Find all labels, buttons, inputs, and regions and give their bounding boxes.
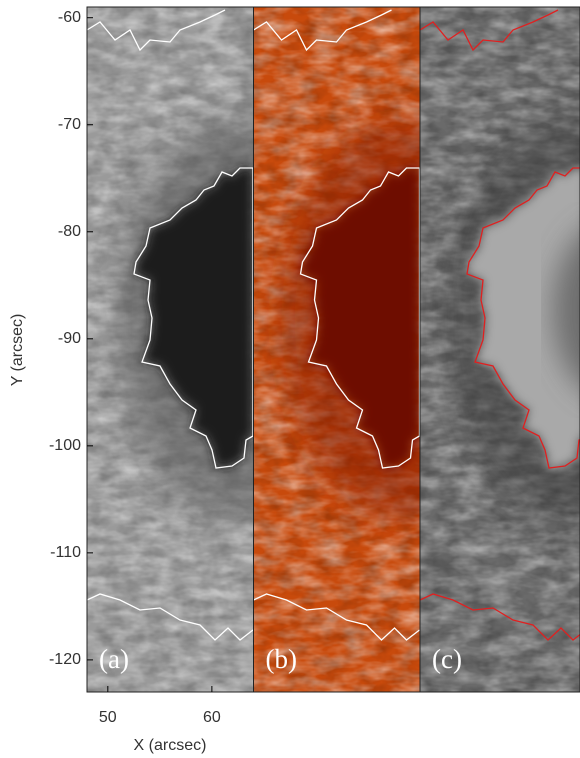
umbra bbox=[134, 168, 253, 468]
y-axis-label: Y (arcsec) bbox=[9, 314, 26, 387]
sunspot bbox=[253, 9, 420, 641]
panel bbox=[420, 7, 580, 692]
contour bbox=[420, 593, 580, 641]
y-tick-label: -60 bbox=[58, 9, 81, 26]
y-tick-label: -100 bbox=[49, 437, 81, 454]
y-tick-label: -120 bbox=[49, 651, 81, 668]
contour bbox=[253, 593, 420, 641]
contour bbox=[299, 167, 420, 469]
x-axis-label: X (arcsec) bbox=[134, 737, 207, 754]
image-panels bbox=[87, 7, 580, 692]
y-tick-label: -80 bbox=[58, 223, 81, 240]
panel bbox=[87, 7, 254, 692]
umbra bbox=[300, 168, 420, 468]
panel bbox=[253, 7, 420, 692]
y-tick-label: -110 bbox=[50, 544, 81, 561]
sunspot bbox=[420, 9, 580, 641]
contour bbox=[87, 9, 226, 52]
panel-label: (c) bbox=[432, 644, 462, 674]
panel-label: (a) bbox=[99, 644, 129, 674]
umbra bbox=[467, 168, 580, 468]
x-tick-label: 50 bbox=[99, 709, 117, 726]
y-tick-label: -70 bbox=[58, 116, 81, 133]
panel-label: (b) bbox=[266, 644, 297, 674]
y-tick-label: -90 bbox=[58, 330, 81, 347]
x-tick-label: 60 bbox=[203, 709, 221, 726]
umbra-core bbox=[553, 234, 580, 386]
contour bbox=[420, 9, 559, 52]
panel-frame bbox=[419, 6, 580, 693]
contour bbox=[466, 167, 580, 469]
contour bbox=[87, 593, 254, 641]
sunspot bbox=[87, 9, 254, 641]
contour bbox=[133, 167, 254, 469]
contour bbox=[253, 9, 392, 52]
